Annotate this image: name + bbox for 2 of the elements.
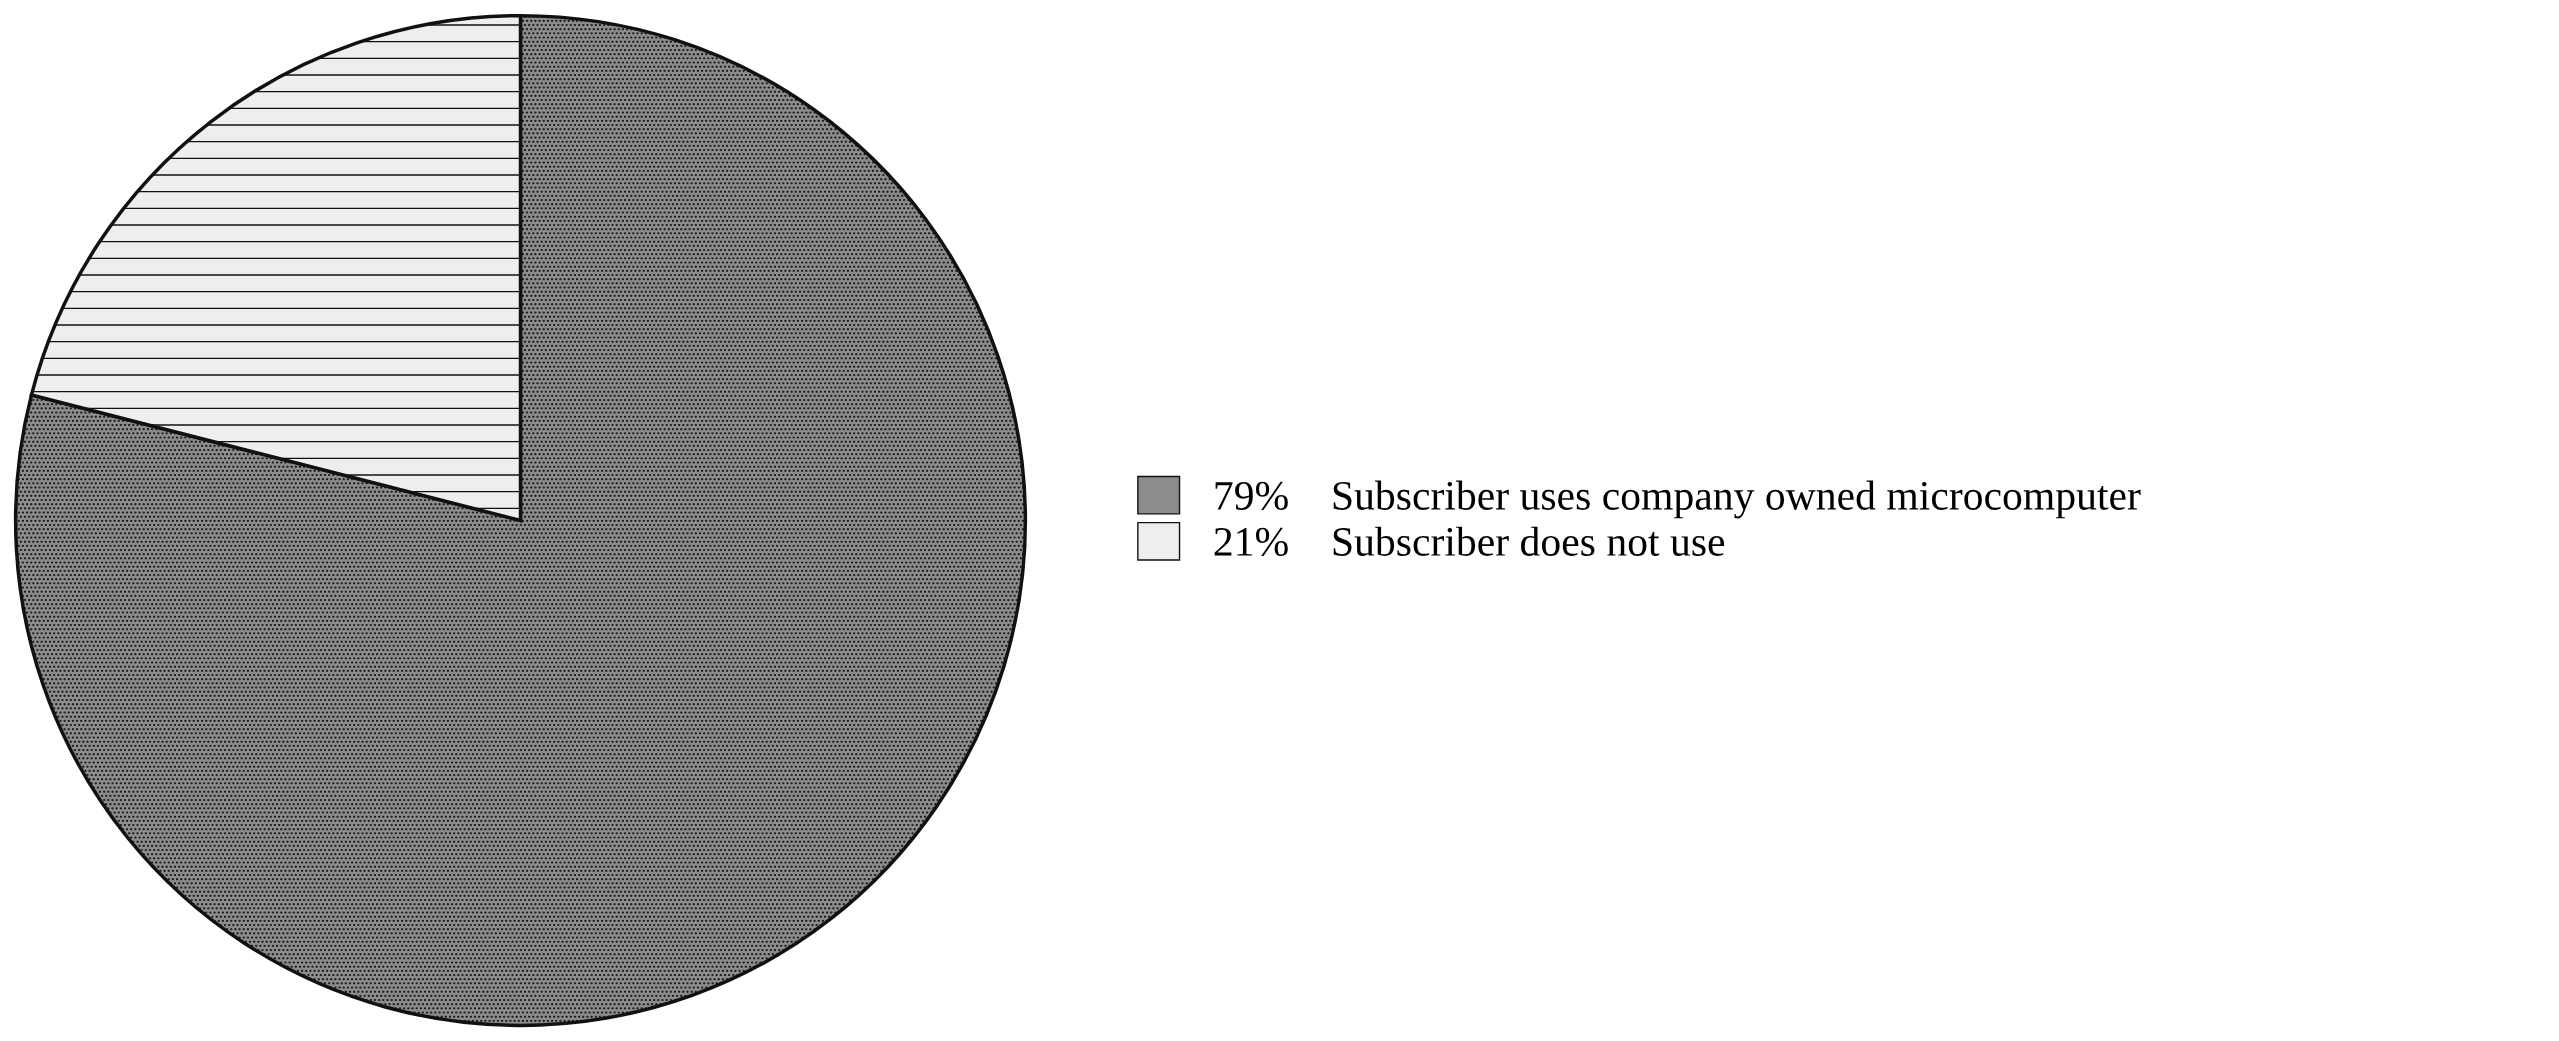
legend-label: 79% Subscriber uses company owned microcomputer <box>1215 480 2141 519</box>
legend-label: 21% Subscriber does not use <box>1214 526 1725 557</box>
